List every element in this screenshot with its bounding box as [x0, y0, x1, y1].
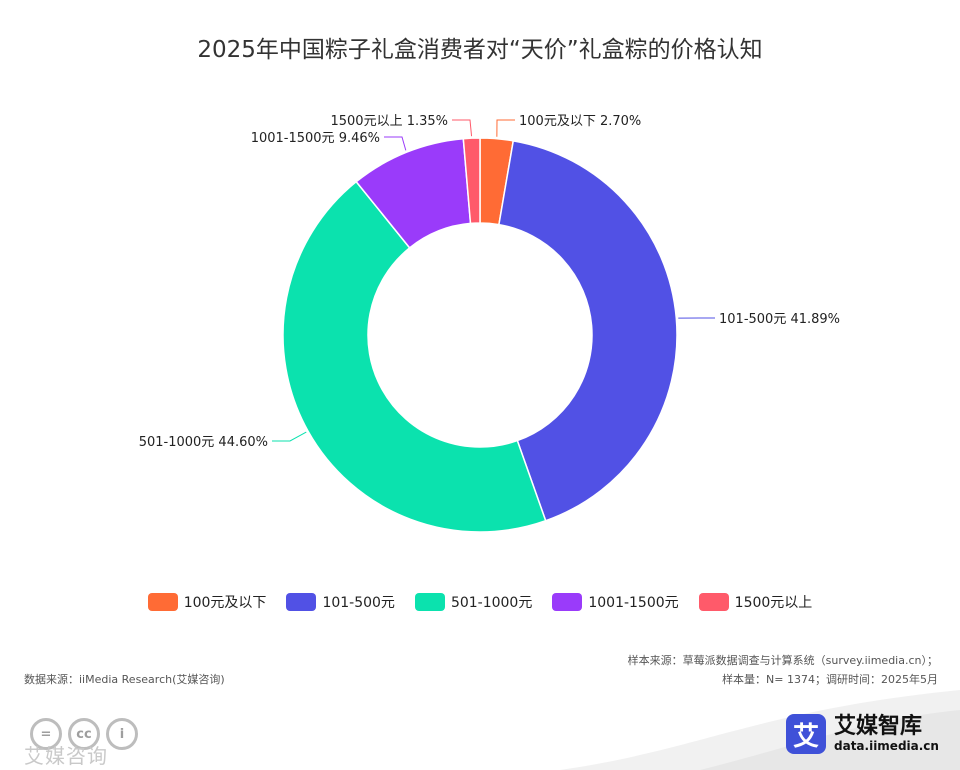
- footer-decoration: [560, 690, 960, 770]
- watermark: 艾媒咨询: [24, 744, 108, 768]
- slice-data-label: 101-500元 41.89%: [719, 312, 840, 327]
- chart-title: 2025年中国粽子礼盒消费者对“天价”礼盒粽的价格认知: [197, 37, 763, 63]
- legend-swatch: [414, 593, 445, 611]
- legend-item[interactable]: 501-1000元: [414, 592, 533, 612]
- legend-label: 100元及以下: [183, 595, 267, 611]
- legend-swatch: [552, 593, 583, 611]
- legend-swatch: [147, 593, 178, 611]
- chart-legend: 100元及以下 101-500元 501-1000元 1001-1500元 1500元以…: [0, 592, 960, 612]
- sample-size-note: 样本量：N= 1374；调研时间：2025年5月: [722, 673, 938, 686]
- brand-block: 艾 艾媒智库 data.iimedia.cn: [786, 714, 939, 754]
- donut-slice[interactable]: [282, 180, 547, 533]
- legend-item[interactable]: 1001-1500元: [552, 592, 679, 612]
- legend-label: 1500元以上: [734, 595, 813, 611]
- brand-name: 艾媒智库: [834, 714, 923, 739]
- slice-label-leader: [384, 136, 407, 151]
- donut-slice[interactable]: [498, 139, 678, 522]
- slice-data-label: 1500元以上 1.35%: [330, 114, 448, 129]
- legend-label: 101-500元: [322, 595, 395, 611]
- legend-label: 1001-1500元: [588, 595, 679, 611]
- sample-source-note: 样本来源：草莓派数据调查与计算系统（survey.iimedia.cn）；: [627, 654, 938, 667]
- donut-chart: 100元及以下 2.70% 101-500元 41.89% 501-1000元 44…: [139, 114, 840, 533]
- slice-label-leader: [272, 431, 307, 442]
- legend-label: 501-1000元: [450, 595, 533, 611]
- slice-data-label: 100元及以下 2.70%: [519, 114, 641, 129]
- license-cc-icon: cc: [68, 718, 100, 750]
- license-person-icon: i: [106, 718, 138, 750]
- slice-data-label: 501-1000元 44.60%: [139, 435, 268, 450]
- brand-logo-icon: 艾: [786, 714, 826, 754]
- legend-swatch: [286, 593, 317, 611]
- legend-item[interactable]: 1500元以上: [698, 592, 813, 612]
- legend-swatch: [698, 593, 729, 611]
- legend-item[interactable]: 100元及以下: [147, 592, 267, 612]
- license-badges: = cc i: [30, 718, 138, 750]
- data-source-note: 数据来源：iiMedia Research(艾媒咨询): [24, 673, 225, 686]
- donut-slice[interactable]: [462, 137, 481, 225]
- brand-url: data.iimedia.cn: [834, 739, 939, 753]
- slice-data-label: 1001-1500元 9.46%: [251, 131, 380, 146]
- slice-label-leader: [496, 119, 515, 137]
- legend-item[interactable]: 101-500元: [286, 592, 395, 612]
- slice-label-leader: [452, 119, 473, 137]
- license-equal-icon: =: [30, 718, 62, 750]
